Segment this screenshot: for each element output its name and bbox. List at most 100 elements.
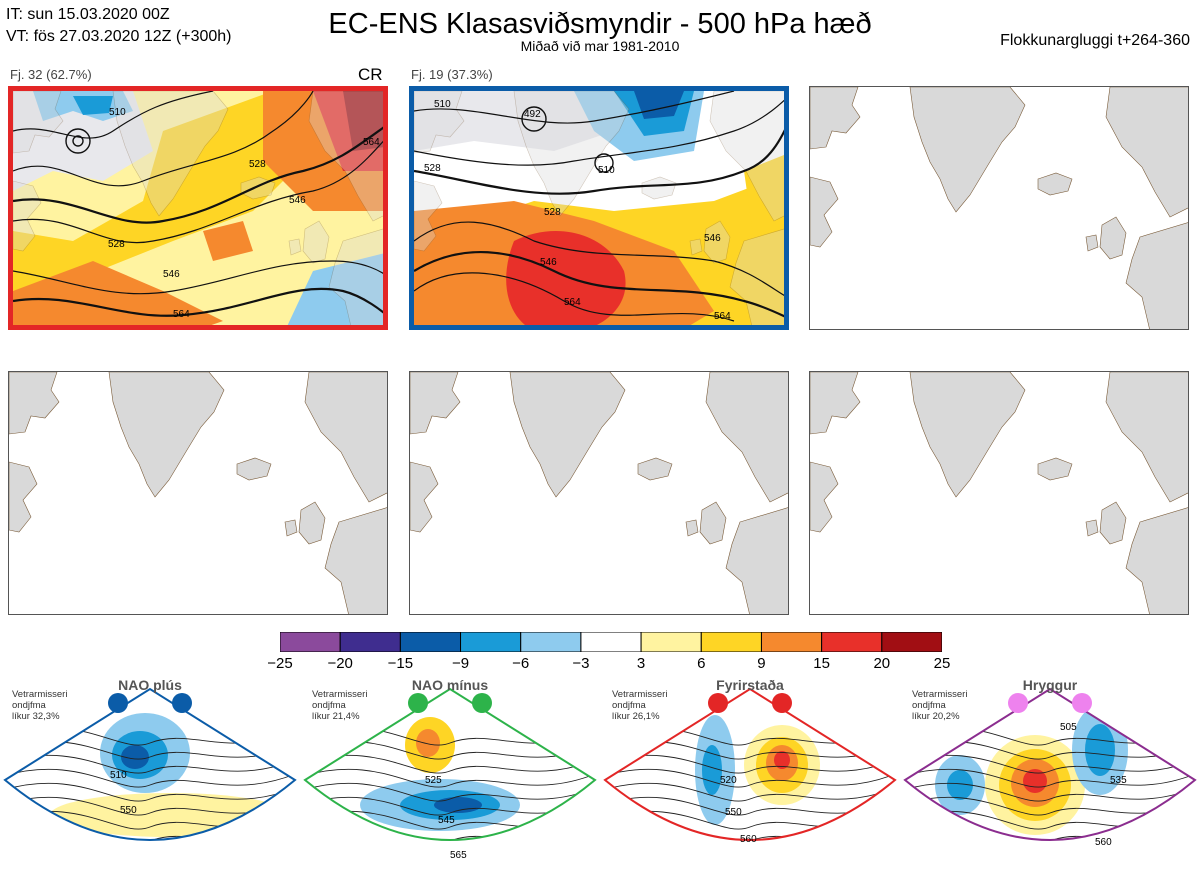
- run-info: IT: sun 15.03.2020 00Z VT: fös 27.03.202…: [6, 4, 231, 48]
- contour-label: 564: [363, 137, 380, 148]
- regime-note: Vetrarmisseri ondjfma líkur 26,1%: [612, 689, 668, 722]
- empty-map-6: [809, 371, 1189, 615]
- height-contour: [905, 838, 1195, 840]
- anomaly-area: [50, 793, 290, 837]
- regime-title: NAO mínus: [411, 677, 489, 693]
- colorbar-swatch: [460, 632, 522, 652]
- regime-marker: [1008, 693, 1028, 713]
- regime-border: [3, 687, 297, 841]
- regime-marker: [172, 693, 192, 713]
- height-contour: [605, 796, 895, 816]
- height-contour: [905, 754, 1195, 774]
- anomaly-area: [416, 729, 440, 757]
- colorbar-tick-label: −15: [387, 655, 414, 672]
- contour-label: 564: [714, 311, 731, 322]
- contour-label: 546: [540, 257, 557, 268]
- regime-marker: [1072, 693, 1092, 713]
- height-contour: [305, 768, 595, 788]
- regime-marker: [108, 693, 128, 713]
- initial-time: IT: sun 15.03.2020 00Z: [6, 6, 170, 23]
- height-contour: [5, 768, 295, 788]
- anomaly-area: [774, 751, 790, 769]
- height-contour: [305, 796, 595, 816]
- height-contour: [5, 796, 295, 816]
- colorbar-tick-label: 20: [873, 655, 891, 672]
- anomaly-area: [947, 770, 973, 800]
- regime-panel: 505 535 560 Hryggur Vetrarmisseri ondjfma líku…: [900, 675, 1200, 871]
- colorbar-tick-label: 3: [636, 655, 646, 672]
- regime-note: Vetrarmisseri ondjfma líkur 21,4%: [312, 689, 368, 722]
- regime-title: Fyrirstaða: [716, 677, 784, 693]
- empty-map-3: [809, 86, 1189, 330]
- anomaly-area: [121, 745, 149, 769]
- colorbar-tick-label: −6: [512, 655, 530, 672]
- regime-panel: 520 550 560 Fyrirstaða Vetrarmisseri ondjfma l…: [600, 675, 900, 871]
- cluster-2-map: 492 510 528 528 546 546 564 564 510: [409, 86, 789, 330]
- contour-label: 546: [289, 195, 306, 206]
- colorbar-tick-label: −3: [572, 655, 590, 672]
- height-contour: [5, 782, 295, 802]
- anomaly-area: [1085, 724, 1115, 776]
- regime-marker: [408, 693, 428, 713]
- colorbar-swatch: [700, 632, 762, 652]
- contour-label: 546: [163, 269, 180, 280]
- contour-label: 510: [109, 107, 126, 118]
- regime-panel: 510 550 NAO plús Vetrarmisseri ondjfma líkur …: [0, 675, 300, 871]
- colorbar-tick-label: 9: [757, 655, 766, 672]
- colorbar-swatch: [280, 632, 341, 652]
- colorbar-swatch: [339, 632, 401, 652]
- regime-title: NAO plús: [118, 677, 182, 693]
- colorbar-swatch: [520, 632, 582, 652]
- colorbar-tick-label: 15: [813, 655, 830, 672]
- regime-note: Vetrarmisseri ondjfma líkur 20,2%: [912, 689, 968, 722]
- height-contour: [605, 754, 895, 774]
- colorbar-swatch: [580, 632, 642, 652]
- contour-label: 492: [524, 109, 541, 120]
- contour-label: 520: [720, 775, 737, 786]
- height-contour: [305, 782, 595, 802]
- contour-label: 528: [249, 159, 266, 170]
- cluster-1-map: 510 528 546 546 564 564 528: [8, 86, 388, 330]
- height-contour: [605, 782, 895, 802]
- colorbar-tick-label: −25: [267, 655, 293, 672]
- height-contour: [5, 754, 295, 774]
- contour-label: 535: [1110, 775, 1127, 786]
- regime-title: Hryggur: [1022, 677, 1078, 693]
- empty-map-4: [8, 371, 388, 615]
- valid-time: VT: fös 27.03.2020 12Z (+300h): [6, 28, 232, 45]
- contour-label: 550: [725, 807, 742, 818]
- contour-label: 564: [173, 309, 190, 320]
- cluster-2-label: Fj. 19 (37.3%): [411, 67, 493, 82]
- colorbar-tick-label: 25: [933, 655, 951, 672]
- colorbar-tick-label: −20: [327, 655, 353, 672]
- colorbar-tick-label: 6: [697, 655, 706, 672]
- height-contour: [905, 796, 1195, 816]
- regime-border: [303, 687, 597, 841]
- contour-label: 525: [425, 775, 442, 786]
- contour-label: 545: [438, 815, 455, 826]
- contour-label: 528: [424, 163, 441, 174]
- contour-label: 565: [450, 850, 467, 861]
- contour-label: 550: [120, 805, 137, 816]
- colorbar-swatch: [760, 632, 823, 652]
- contour-label: 505: [1060, 722, 1077, 733]
- regime-border: [603, 687, 897, 841]
- page-subtitle: Miðað við mar 1981-2010: [520, 38, 680, 54]
- contour-label: 564: [564, 297, 581, 308]
- height-contour: [605, 768, 895, 788]
- contour-label: 560: [740, 834, 757, 845]
- colorbar-swatch: [881, 632, 942, 652]
- regime-border: [903, 687, 1197, 841]
- contour-label: 546: [704, 233, 721, 244]
- contour-label: 560: [1095, 837, 1112, 848]
- regime-marker: [708, 693, 728, 713]
- clustering-window: Flokkunargluggi t+264-360: [1000, 32, 1190, 49]
- colorbar-swatch: [640, 632, 702, 652]
- contour-label: 510: [110, 770, 127, 781]
- height-contour: [905, 768, 1195, 788]
- contour-label: 528: [544, 207, 561, 218]
- contour-label: 528: [108, 239, 125, 250]
- contour-label: 510: [434, 99, 451, 110]
- page-title: EC-ENS Klasasviðsmyndir - 500 hPa hæð: [328, 8, 872, 40]
- anomaly-area: [702, 745, 722, 795]
